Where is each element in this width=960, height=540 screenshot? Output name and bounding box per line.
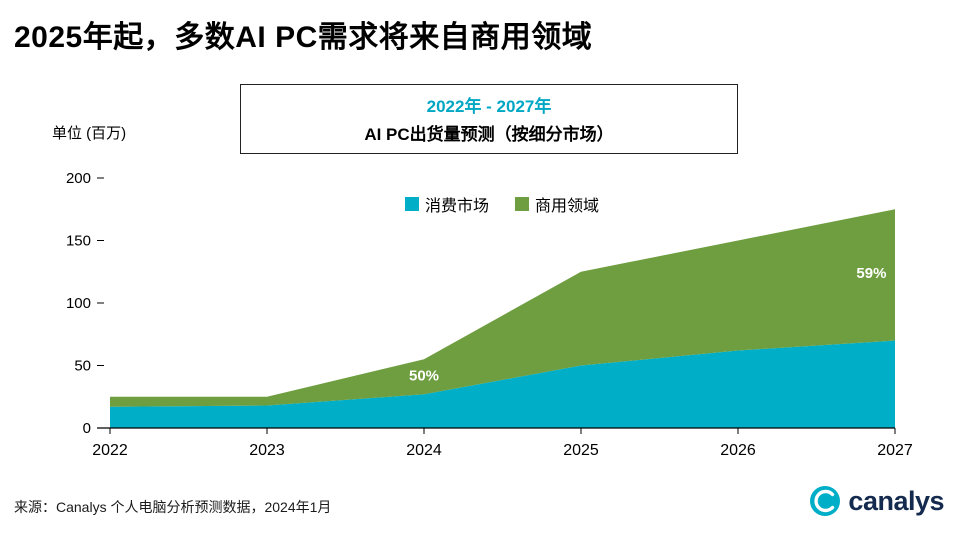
canalys-logo: canalys xyxy=(809,485,944,517)
y-tick-label: 50 xyxy=(74,358,91,375)
share-annotation: 59% xyxy=(856,265,886,282)
legend-swatch-commercial-icon xyxy=(515,197,529,211)
y-axis-unit-label: 单位 (百万) xyxy=(52,125,127,142)
chart-description-label: AI PC出货量预测（按细分市场） xyxy=(364,125,614,144)
y-tick-label: 100 xyxy=(66,295,91,312)
y-tick-label: 150 xyxy=(66,233,91,250)
page-title: 2025年起，多数AI PC需求将来自商用领域 xyxy=(14,21,593,54)
y-tick-label: 0 xyxy=(83,420,91,437)
chart-period-label: 2022年 - 2027年 xyxy=(426,97,552,116)
x-tick-label: 2023 xyxy=(249,442,285,459)
x-tick-label: 2025 xyxy=(563,442,599,459)
ai-pc-shipment-area-chart: 0 50 100 150 200 2022 2023 2024 2025 2026 2027 50% 5… xyxy=(66,170,913,459)
canalys-wordmark: canalys xyxy=(848,485,944,516)
legend-item-consumer: 消费市场 xyxy=(404,192,489,216)
chart-subtitle-box: 2022年 - 2027年 AI PC出货量预测（按细分市场） xyxy=(240,84,738,154)
y-tick-label: 200 xyxy=(66,170,91,187)
legend-label-consumer: 消费市场 xyxy=(424,198,489,215)
legend-swatch-consumer-icon xyxy=(404,197,419,211)
x-tick-label: 2024 xyxy=(406,442,442,459)
source-note: 来源：Canalys 个人电脑分析预测数据，2024年1月 xyxy=(14,499,332,515)
share-annotation: 50% xyxy=(409,368,439,385)
legend-item-commercial: 商用领域 xyxy=(515,192,599,216)
x-tick-label: 2026 xyxy=(720,442,756,459)
legend-label-commercial: 商用领域 xyxy=(535,198,600,215)
area-series-1 xyxy=(110,209,895,407)
x-tick-label: 2022 xyxy=(92,442,128,459)
x-tick-label: 2027 xyxy=(877,442,913,459)
canalys-circle-icon xyxy=(810,486,841,516)
area-series-0 xyxy=(110,340,895,428)
chart-legend: 消费市场 商用领域 xyxy=(404,192,599,216)
